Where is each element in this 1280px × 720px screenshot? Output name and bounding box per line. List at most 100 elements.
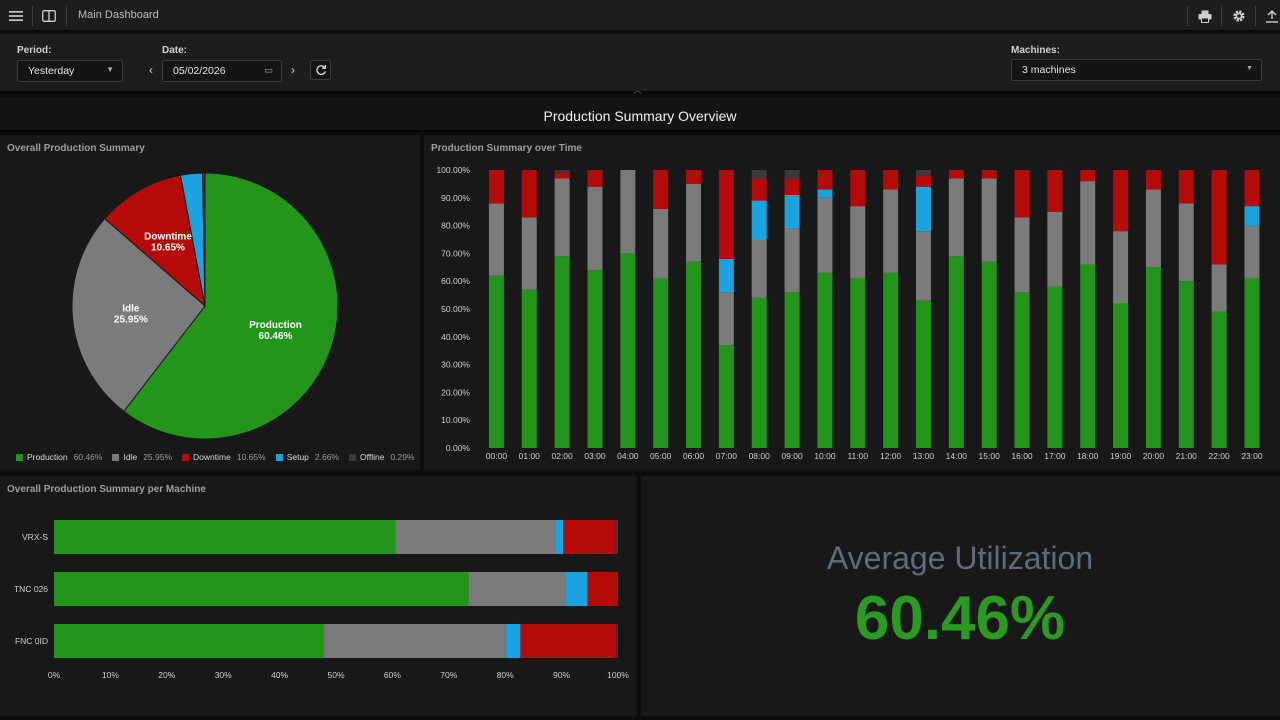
bar-segment-downtime[interactable] xyxy=(1178,170,1194,204)
legend-item-setup[interactable]: Setup 2.66% xyxy=(275,452,339,462)
bar-segment-offline[interactable] xyxy=(615,520,618,554)
bar-segment-production[interactable] xyxy=(587,270,603,448)
bar-segment-downtime[interactable] xyxy=(587,170,603,187)
bar-segment-setup[interactable] xyxy=(718,258,734,293)
bar-segment-offline[interactable] xyxy=(616,624,618,658)
printer-icon[interactable] xyxy=(1195,6,1215,26)
bar-segment-idle[interactable] xyxy=(488,203,504,276)
bar-segment-downtime[interactable] xyxy=(1211,170,1227,265)
bar-segment-setup[interactable] xyxy=(555,520,564,554)
bar-segment-production[interactable] xyxy=(620,253,636,448)
pie-slice-downtime[interactable] xyxy=(103,174,206,308)
bar-segment-setup[interactable] xyxy=(784,195,800,229)
bar-segment-downtime[interactable] xyxy=(1113,170,1129,232)
bar-segment-idle[interactable] xyxy=(1113,231,1129,304)
machines-select[interactable]: 3 machines ▼ xyxy=(1011,59,1262,81)
hamburger-menu-icon[interactable] xyxy=(6,6,26,26)
bar-segment-production[interactable] xyxy=(54,624,324,658)
bar-segment-production[interactable] xyxy=(981,261,997,448)
bar-segment-idle[interactable] xyxy=(948,178,964,257)
bar-segment-downtime[interactable] xyxy=(883,170,899,190)
panel-layout-icon[interactable] xyxy=(39,6,59,26)
bar-segment-production[interactable] xyxy=(850,278,866,448)
bar-segment-downtime[interactable] xyxy=(1080,170,1096,182)
bar-segment-idle[interactable] xyxy=(521,217,537,290)
gear-icon[interactable] xyxy=(1229,6,1249,26)
bar-segment-production[interactable] xyxy=(488,275,504,448)
bar-segment-idle[interactable] xyxy=(883,189,899,273)
bar-segment-idle[interactable] xyxy=(1178,203,1194,282)
bar-segment-idle[interactable] xyxy=(686,183,702,262)
chevron-right-icon[interactable]: › xyxy=(291,63,295,77)
bar-segment-production[interactable] xyxy=(817,272,833,448)
bar-segment-downtime[interactable] xyxy=(1014,170,1030,218)
bar-segment-downtime[interactable] xyxy=(554,172,570,179)
refresh-button[interactable] xyxy=(310,60,331,80)
bar-segment-offline[interactable] xyxy=(784,170,800,179)
bar-segment-idle[interactable] xyxy=(817,197,833,273)
bar-segment-idle[interactable] xyxy=(587,186,603,271)
bar-segment-downtime[interactable] xyxy=(1145,170,1161,190)
bar-segment-production[interactable] xyxy=(751,297,767,448)
pie-slice-idle[interactable] xyxy=(71,217,206,413)
bar-segment-downtime[interactable] xyxy=(587,572,618,606)
bar-segment-production[interactable] xyxy=(1113,303,1129,448)
bar-segment-production[interactable] xyxy=(554,256,570,448)
bar-segment-downtime[interactable] xyxy=(488,170,504,204)
calendar-icon[interactable]: ▭ xyxy=(264,65,273,75)
bar-segment-idle[interactable] xyxy=(718,292,734,346)
bar-segment-idle[interactable] xyxy=(1211,264,1227,312)
bar-segment-production[interactable] xyxy=(784,292,800,448)
bar-segment-idle[interactable] xyxy=(554,178,570,257)
bar-segment-downtime[interactable] xyxy=(718,170,734,259)
bar-segment-idle[interactable] xyxy=(1047,211,1063,287)
bar-segment-production[interactable] xyxy=(1145,267,1161,448)
legend-item-offline[interactable]: Offline 0.29% xyxy=(349,452,415,462)
bar-segment-production[interactable] xyxy=(54,520,396,554)
collapse-filters-icon[interactable]: ︿ xyxy=(633,85,643,95)
bar-segment-idle[interactable] xyxy=(850,206,866,279)
bar-segment-idle[interactable] xyxy=(1080,181,1096,265)
bar-segment-downtime[interactable] xyxy=(915,175,931,187)
bar-segment-setup[interactable] xyxy=(505,624,521,658)
bar-segment-idle[interactable] xyxy=(1014,217,1030,293)
bar-segment-setup[interactable] xyxy=(565,572,588,606)
bar-segment-production[interactable] xyxy=(915,300,931,448)
bar-segment-offline[interactable] xyxy=(554,170,570,173)
bar-segment-production[interactable] xyxy=(883,272,899,448)
bar-segment-downtime[interactable] xyxy=(850,170,866,207)
pie-slice-production[interactable] xyxy=(123,172,339,440)
bar-segment-setup[interactable] xyxy=(817,189,833,198)
legend-item-downtime[interactable]: Downtime 10.65% xyxy=(182,452,266,462)
bar-segment-production[interactable] xyxy=(521,289,537,448)
bar-segment-idle[interactable] xyxy=(1145,189,1161,268)
bar-segment-downtime[interactable] xyxy=(817,170,833,190)
bar-segment-idle[interactable] xyxy=(981,178,997,262)
bar-segment-production[interactable] xyxy=(1211,311,1227,448)
bar-segment-downtime[interactable] xyxy=(1047,170,1063,212)
bar-segment-downtime[interactable] xyxy=(520,624,617,658)
bar-segment-offline[interactable] xyxy=(915,170,931,176)
bar-segment-downtime[interactable] xyxy=(948,170,964,179)
bar-segment-production[interactable] xyxy=(1080,264,1096,448)
bar-segment-idle[interactable] xyxy=(323,624,506,658)
bar-segment-downtime[interactable] xyxy=(1244,170,1260,207)
bar-segment-idle[interactable] xyxy=(751,239,767,298)
bar-segment-production[interactable] xyxy=(1047,286,1063,448)
bar-segment-offline[interactable] xyxy=(751,170,767,179)
bar-segment-production[interactable] xyxy=(948,256,964,448)
upload-icon[interactable] xyxy=(1262,6,1280,26)
legend-item-production[interactable]: Production 60.46% xyxy=(16,452,102,462)
period-select[interactable]: Yesterday ▼ xyxy=(17,60,123,82)
bar-segment-idle[interactable] xyxy=(468,572,566,606)
bar-segment-downtime[interactable] xyxy=(981,170,997,179)
bar-segment-production[interactable] xyxy=(1178,281,1194,448)
bar-segment-idle[interactable] xyxy=(784,228,800,293)
chevron-left-icon[interactable]: ‹ xyxy=(149,63,153,77)
bar-segment-downtime[interactable] xyxy=(751,178,767,201)
pie-slice-offline[interactable] xyxy=(202,172,206,307)
date-input[interactable]: 05/02/2026 ▭ xyxy=(162,60,282,82)
bar-segment-idle[interactable] xyxy=(653,208,669,279)
bar-segment-downtime[interactable] xyxy=(521,170,537,218)
bar-segment-production[interactable] xyxy=(1014,292,1030,448)
